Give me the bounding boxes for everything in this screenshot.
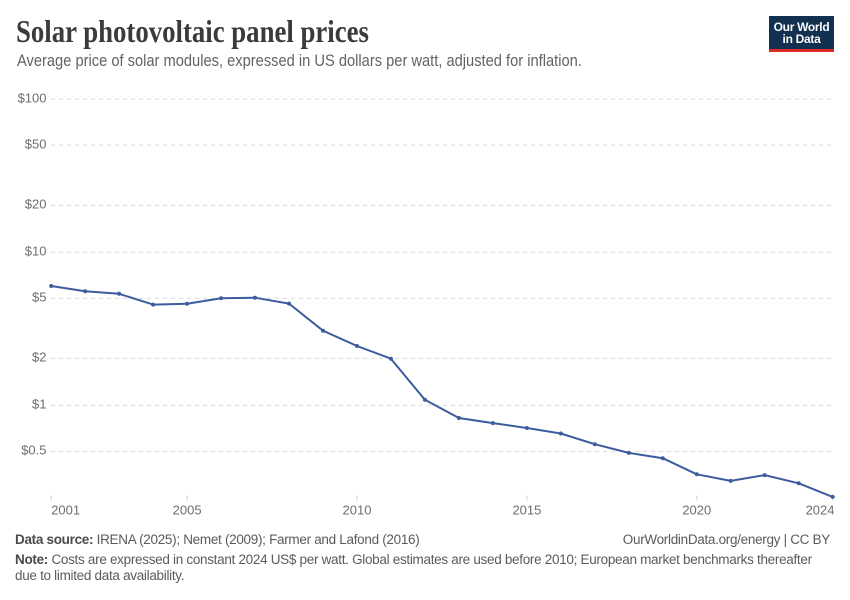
svg-text:2001: 2001 bbox=[51, 503, 80, 518]
svg-text:$10: $10 bbox=[25, 244, 47, 259]
svg-text:2015: 2015 bbox=[512, 503, 541, 518]
svg-text:$5: $5 bbox=[32, 290, 46, 305]
svg-text:$2: $2 bbox=[32, 350, 46, 365]
svg-text:2005: 2005 bbox=[173, 503, 202, 518]
svg-text:2010: 2010 bbox=[343, 503, 372, 518]
svg-text:$100: $100 bbox=[18, 90, 47, 105]
svg-text:$1: $1 bbox=[32, 397, 46, 412]
svg-text:2020: 2020 bbox=[682, 503, 711, 518]
svg-text:2024: 2024 bbox=[806, 503, 835, 518]
svg-text:$0.5: $0.5 bbox=[21, 443, 46, 458]
svg-text:$20: $20 bbox=[25, 197, 47, 212]
svg-text:$50: $50 bbox=[25, 136, 47, 151]
